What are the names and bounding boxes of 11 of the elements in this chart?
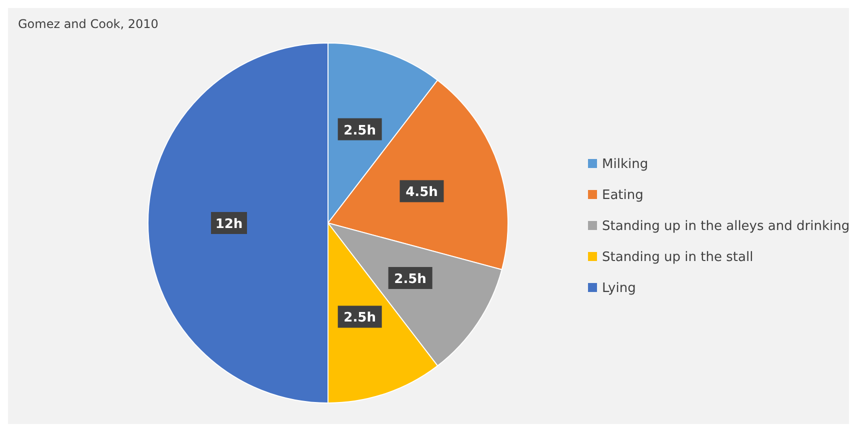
legend-label: Standing up in the stall (602, 250, 754, 265)
legend-label: Eating (602, 188, 644, 203)
data-label: 2.5h (394, 272, 426, 287)
legend-label: Lying (602, 281, 636, 296)
text: Gomez and Cook, 2010 (18, 17, 158, 31)
data-label: 2.5h (344, 123, 376, 138)
legend-label: Milking (602, 157, 648, 172)
data-label: 4.5h (406, 185, 438, 200)
data-label: 12h (215, 217, 243, 232)
legend-label: Standing up in the alleys and drinking (602, 219, 850, 234)
data-label: 2.5h (344, 310, 376, 326)
